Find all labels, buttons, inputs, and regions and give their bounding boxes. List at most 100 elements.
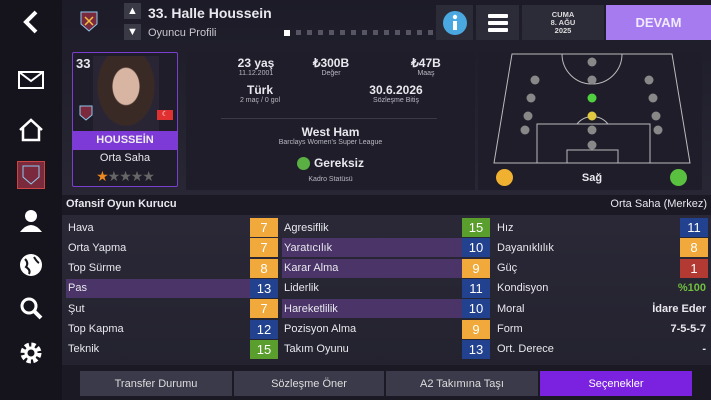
globe-icon[interactable] bbox=[17, 251, 45, 279]
attribute-value: 7 bbox=[250, 238, 278, 258]
attribute-label: Top Sürme bbox=[68, 262, 122, 275]
attribute-label: Pozisyon Alma bbox=[284, 323, 357, 335]
position-dot bbox=[587, 93, 597, 103]
attribute-row[interactable]: Hız 11 bbox=[495, 218, 708, 237]
attribute-value: 1 bbox=[680, 258, 708, 278]
info-button[interactable] bbox=[436, 5, 473, 40]
position-dot bbox=[587, 111, 597, 121]
attribute-label: Ort. Derece bbox=[497, 343, 554, 356]
attribute-row[interactable]: Hareketlilik 10 bbox=[282, 299, 490, 319]
search-icon[interactable] bbox=[17, 294, 45, 322]
player-position-detail: Orta Saha (Merkez) bbox=[610, 198, 707, 210]
contract-label: Sözleşme Bitiş bbox=[373, 97, 419, 104]
page-dot[interactable] bbox=[307, 30, 312, 35]
page-dot[interactable] bbox=[395, 30, 400, 35]
attribute-value: %100 bbox=[677, 282, 706, 295]
page-indicator[interactable] bbox=[284, 30, 433, 36]
attribute-row[interactable]: Form 7-5-5-7 bbox=[495, 320, 708, 339]
divider bbox=[221, 118, 437, 119]
attribute-label: Hız bbox=[497, 221, 514, 234]
attribute-row[interactable]: Moral İdare Eder bbox=[495, 299, 708, 318]
player-position: Orta Saha bbox=[99, 152, 151, 164]
position-dot bbox=[523, 111, 533, 121]
page-dot[interactable] bbox=[296, 30, 301, 35]
offer-contract-button[interactable]: Sözleşme Öner bbox=[234, 371, 384, 396]
back-icon[interactable] bbox=[17, 8, 45, 36]
star-icon: ★ bbox=[96, 168, 109, 184]
transfer-status-button[interactable]: Transfer Durumu bbox=[80, 371, 232, 396]
attribute-label: Liderlik bbox=[284, 282, 319, 295]
page-subtitle: Oyuncu Profili bbox=[148, 27, 217, 39]
position-dot bbox=[526, 93, 536, 103]
attribute-row[interactable]: Top Sürme 8 bbox=[66, 258, 278, 278]
page-dot[interactable] bbox=[373, 30, 378, 35]
position-dot bbox=[587, 57, 597, 67]
attribute-row[interactable]: Dayanıklılık 8 bbox=[495, 238, 708, 258]
person-icon[interactable] bbox=[17, 206, 45, 234]
star-icon: ★ bbox=[130, 168, 144, 184]
move-to-reserve-button[interactable]: A2 Takımına Taşı bbox=[386, 371, 538, 396]
position-pitch: Sağ bbox=[478, 52, 702, 190]
squad-status: Gereksiz bbox=[313, 156, 365, 170]
home-icon[interactable] bbox=[17, 116, 45, 144]
attribute-row[interactable]: Karar Alma 9 bbox=[282, 258, 490, 278]
attribute-row[interactable]: Takım Oyunu 13 bbox=[282, 339, 490, 359]
club-badge-icon[interactable] bbox=[17, 161, 45, 189]
page-dot[interactable] bbox=[318, 30, 323, 35]
next-player-button[interactable]: ▼ bbox=[124, 24, 141, 40]
page-dot[interactable] bbox=[329, 30, 334, 35]
page-dot[interactable] bbox=[384, 30, 389, 35]
attribute-row[interactable]: Agresiflik 15 bbox=[282, 218, 490, 237]
player-role: Ofansif Oyun Kurucu bbox=[66, 198, 177, 210]
position-dot bbox=[587, 125, 597, 135]
club-badge-icon bbox=[79, 105, 93, 126]
previous-player-button[interactable]: ▲ bbox=[124, 3, 141, 19]
value-label: Değer bbox=[321, 70, 341, 77]
attribute-row[interactable]: Liderlik 11 bbox=[282, 278, 490, 298]
date-display: CUMA 8. AĞU 2025 bbox=[522, 5, 604, 40]
stats-header: Ofansif Oyun Kurucu Orta Saha (Merkez) bbox=[62, 195, 711, 215]
league-name: Barclays Women's Super League bbox=[278, 139, 383, 146]
attribute-row[interactable]: Pas 13 bbox=[66, 278, 278, 298]
options-button[interactable]: Seçenekler bbox=[540, 371, 692, 396]
attribute-row[interactable]: Hava 7 bbox=[66, 218, 278, 237]
attribute-row[interactable]: Şut 7 bbox=[66, 299, 278, 319]
gear-icon[interactable] bbox=[17, 339, 45, 367]
attribute-label: Dayanıklılık bbox=[497, 241, 554, 254]
player-info-panel: 23 yaş 11.12.2001 ₺300B Değer ₺47B Maaş Tür… bbox=[186, 52, 475, 190]
wage: ₺47B bbox=[411, 56, 441, 70]
menu-icon bbox=[487, 13, 508, 32]
thumbs-up-icon bbox=[296, 156, 310, 170]
page-title: 33. Halle Houssein bbox=[148, 5, 272, 21]
attribute-label: Form bbox=[497, 323, 523, 335]
attribute-label: Teknik bbox=[68, 343, 100, 356]
attribute-row[interactable]: Kondisyon %100 bbox=[495, 279, 708, 298]
attribute-row[interactable]: Teknik 15 bbox=[66, 339, 278, 359]
page-dot[interactable] bbox=[428, 30, 433, 35]
attribute-row[interactable]: Yaratıcılık 10 bbox=[282, 238, 490, 258]
page-dot[interactable] bbox=[406, 30, 411, 35]
position-dot bbox=[644, 75, 654, 85]
club-badge-icon bbox=[80, 11, 98, 37]
attribute-value: 13 bbox=[462, 339, 490, 359]
position-dot bbox=[651, 111, 661, 121]
mail-icon[interactable] bbox=[17, 66, 45, 94]
continue-button[interactable]: DEVAM bbox=[606, 5, 711, 40]
position-dot bbox=[530, 75, 540, 85]
page-dot[interactable] bbox=[351, 30, 356, 35]
page-dot[interactable] bbox=[284, 30, 290, 36]
attribute-row[interactable]: Ort. Derece - bbox=[495, 340, 708, 359]
attribute-row[interactable]: Orta Yapma 7 bbox=[66, 238, 278, 258]
page-dot[interactable] bbox=[340, 30, 345, 35]
weak-foot-left-icon bbox=[496, 169, 513, 186]
attribute-row[interactable]: Top Kapma 12 bbox=[66, 319, 278, 339]
star-icon: ★ bbox=[107, 168, 121, 184]
player-card[interactable]: 33 ☾ HOUSSEİN Orta Saha ★★★★★ bbox=[72, 52, 178, 187]
attribute-row[interactable]: Güç 1 bbox=[495, 258, 708, 278]
page-dot[interactable] bbox=[362, 30, 367, 35]
menu-button[interactable] bbox=[476, 5, 519, 40]
attribute-label: Kondisyon bbox=[497, 282, 549, 295]
attribute-row[interactable]: Pozisyon Alma 9 bbox=[282, 319, 490, 339]
page-dot[interactable] bbox=[417, 30, 422, 35]
attribute-value: 7-5-5-7 bbox=[670, 323, 706, 335]
